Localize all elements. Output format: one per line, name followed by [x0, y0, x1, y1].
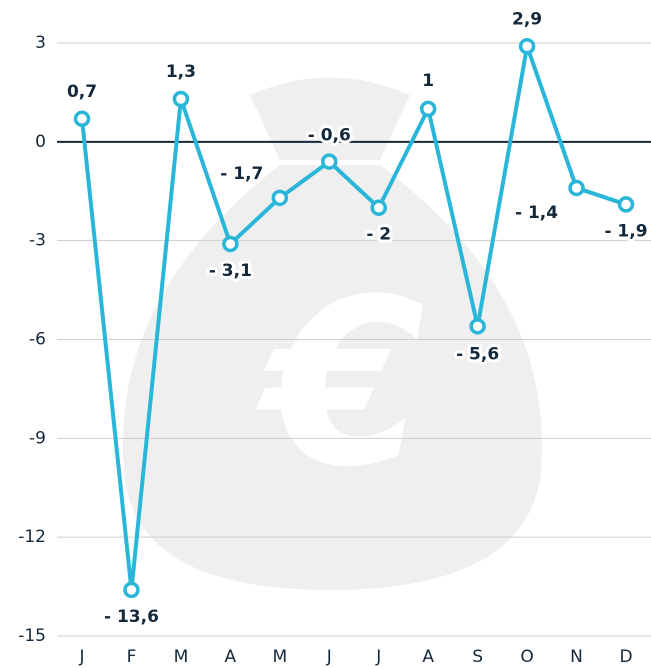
value-label: - 1,7	[220, 164, 263, 184]
x-tick-label: S	[472, 647, 483, 667]
value-label: 0,7	[67, 82, 97, 102]
x-tick-label: J	[375, 647, 381, 667]
x-tick-label: N	[570, 647, 583, 667]
y-tick-label: -9	[29, 428, 46, 448]
x-tick-label: F	[127, 647, 137, 667]
data-point	[172, 90, 190, 108]
data-point	[370, 199, 387, 216]
data-point	[123, 581, 140, 599]
data-point	[321, 153, 338, 170]
y-tick-label: -3	[29, 231, 46, 251]
value-label: - 3,1	[209, 261, 252, 281]
euro-sign: €	[255, 251, 425, 518]
data-line	[80, 44, 627, 592]
data-point	[222, 235, 239, 253]
x-tick-label: A	[225, 647, 237, 667]
x-tick-label: M	[174, 647, 189, 667]
x-tick-label: A	[422, 647, 434, 667]
data-point	[469, 318, 486, 335]
data-point	[617, 196, 635, 213]
x-tick-label: D	[619, 647, 632, 667]
x-tick-label: J	[78, 647, 84, 667]
value-label: - 1,9	[604, 221, 647, 241]
y-tick-label: 3	[35, 33, 46, 53]
value-label: 1	[422, 71, 434, 91]
y-tick-label: -15	[18, 626, 46, 646]
y-tick-label: -12	[18, 527, 46, 547]
data-point	[419, 100, 437, 118]
value-label: 2,9	[512, 9, 542, 29]
value-label: - 0,6	[308, 126, 351, 146]
data-point	[271, 189, 289, 207]
x-tick-label: J	[326, 647, 332, 667]
y-tick-label: 0	[35, 132, 46, 152]
background-icon: €	[122, 77, 542, 590]
value-label: 1,3	[166, 62, 196, 82]
data-point	[518, 38, 536, 55]
data-point	[73, 110, 91, 128]
value-label: - 13,6	[104, 607, 159, 627]
x-tick-label: O	[520, 647, 533, 667]
value-label: - 1,4	[515, 203, 558, 223]
y-tick-label: -6	[29, 330, 46, 350]
value-label: - 2	[366, 225, 391, 245]
value-label: - 5,6	[456, 344, 499, 364]
data-point	[568, 179, 585, 197]
x-tick-label: M	[272, 647, 287, 667]
